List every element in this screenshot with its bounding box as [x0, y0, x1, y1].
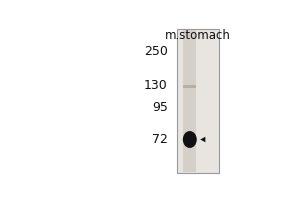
Text: 95: 95	[152, 101, 168, 114]
Text: 72: 72	[152, 133, 168, 146]
Text: 250: 250	[144, 45, 168, 58]
Polygon shape	[200, 137, 206, 142]
Ellipse shape	[183, 131, 197, 148]
Bar	[183, 30, 196, 172]
Text: m.stomach: m.stomach	[165, 29, 231, 42]
Bar	[177, 29, 219, 173]
Text: 130: 130	[144, 79, 168, 92]
Bar	[183, 85, 196, 88]
